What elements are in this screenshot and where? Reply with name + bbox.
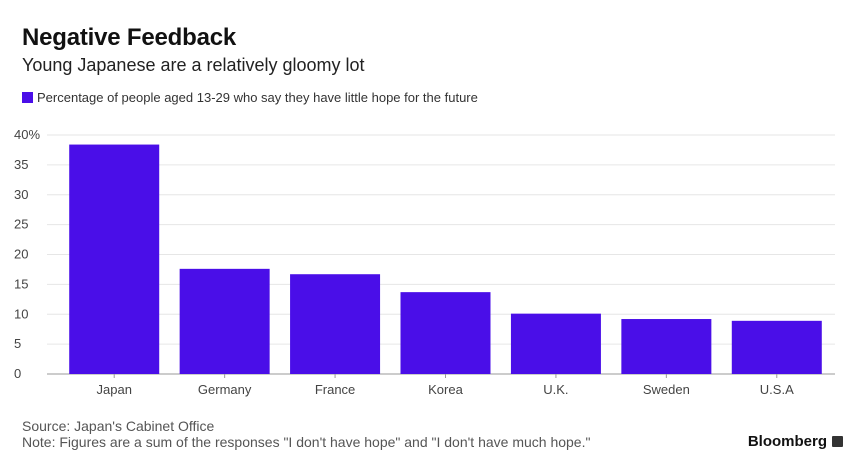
y-tick-label: 40% xyxy=(14,127,40,142)
bar-uk xyxy=(510,313,601,374)
chart-subtitle: Young Japanese are a relatively gloomy l… xyxy=(22,55,365,75)
y-tick-label: 10 xyxy=(14,306,28,321)
brand-name: Bloomberg xyxy=(747,433,827,450)
x-category-label: Sweden xyxy=(643,382,690,397)
y-tick-label: 25 xyxy=(14,217,28,232)
source-note: Source: Japan's Cabinet Office xyxy=(22,418,215,434)
x-category-label: France xyxy=(315,382,355,397)
bar-france xyxy=(290,274,381,374)
legend-label: Percentage of people aged 13-29 who say … xyxy=(37,90,478,105)
x-category-label: Japan xyxy=(97,382,132,397)
bar-usa xyxy=(731,320,822,374)
bar-germany xyxy=(179,268,270,374)
x-category-label: Korea xyxy=(428,382,463,397)
terminal-icon xyxy=(832,436,843,447)
brand-logo: Bloomberg xyxy=(748,433,843,450)
bar-korea xyxy=(400,292,491,374)
x-category-label: Germany xyxy=(198,382,252,397)
legend: Percentage of people aged 13-29 who say … xyxy=(22,90,478,105)
y-tick-label: 0 xyxy=(14,366,21,381)
y-tick-label: 30 xyxy=(14,187,28,202)
y-tick-label: 20 xyxy=(14,247,28,262)
y-tick-label: 5 xyxy=(14,336,21,351)
bar-japan xyxy=(69,144,160,374)
legend-swatch xyxy=(22,92,33,103)
x-category-label: U.S.A xyxy=(760,382,794,397)
footnote: Note: Figures are a sum of the responses… xyxy=(22,434,591,450)
chart-title: Negative Feedback xyxy=(22,24,237,51)
bar-sweden xyxy=(621,319,712,374)
x-category-label: U.K. xyxy=(543,382,568,397)
bar-chart: 0 5 10 15 20 25 30 35 40% Japan Germany France Korea… xyxy=(14,127,835,397)
y-tick-label: 35 xyxy=(14,157,28,172)
y-tick-label: 15 xyxy=(14,276,28,291)
